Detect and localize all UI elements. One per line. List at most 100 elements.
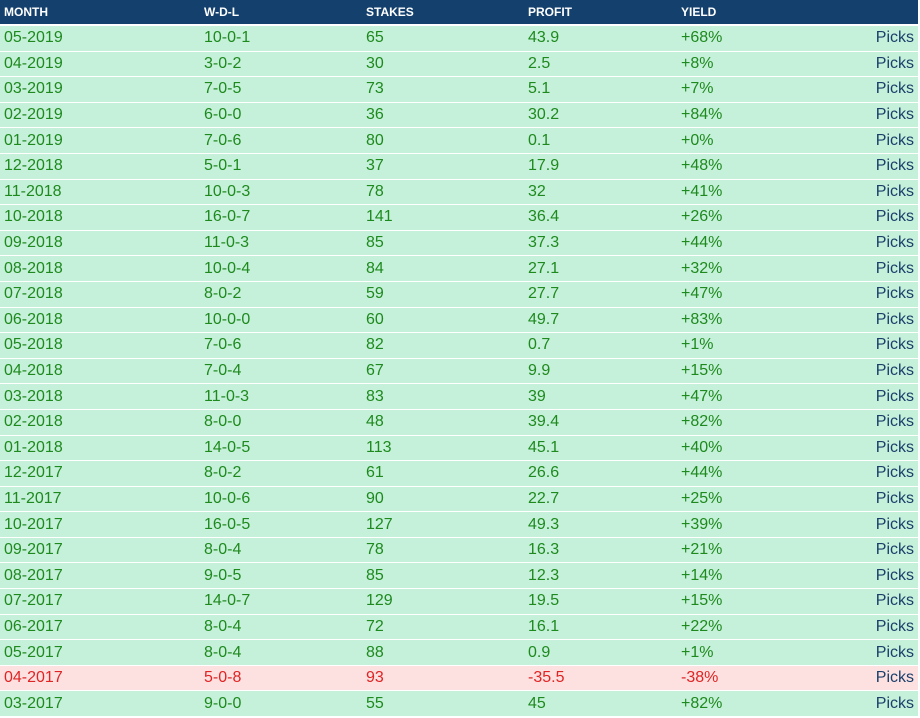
cell-wdl: 7-0-5 (200, 77, 362, 103)
cell-yield: +1% (677, 640, 830, 666)
cell-stakes: 36 (362, 102, 524, 129)
picks-link[interactable]: Picks (830, 333, 918, 359)
picks-link[interactable]: Picks (830, 307, 918, 334)
cell-stakes: 113 (362, 435, 524, 462)
cell-yield: +39% (677, 512, 830, 538)
cell-wdl: 7-0-6 (200, 333, 362, 359)
cell-yield: +68% (677, 26, 830, 52)
cell-month: 07-2018 (0, 281, 200, 308)
picks-link[interactable]: Picks (830, 77, 918, 103)
table-row: 03-2018 11-0-3 83 39 +47% Picks (0, 384, 918, 410)
picks-link[interactable]: Picks (830, 358, 918, 385)
cell-wdl: 8-0-2 (200, 461, 362, 487)
cell-wdl: 11-0-3 (200, 384, 362, 410)
table-row: 05-2017 8-0-4 88 0.9 +1% Picks (0, 640, 918, 666)
picks-link[interactable]: Picks (830, 281, 918, 308)
cell-month: 02-2018 (0, 409, 200, 436)
cell-profit: 12.3 (524, 563, 677, 590)
table-row: 11-2018 10-0-3 78 32 +41% Picks (0, 179, 918, 206)
table-row: 12-2018 5-0-1 37 17.9 +48% Picks (0, 153, 918, 180)
cell-wdl: 7-0-6 (200, 128, 362, 154)
picks-link[interactable]: Picks (830, 384, 918, 410)
cell-yield: +82% (677, 409, 830, 436)
table-row: 03-2019 7-0-5 73 5.1 +7% Picks (0, 77, 918, 103)
picks-link[interactable]: Picks (830, 614, 918, 641)
picks-link[interactable]: Picks (830, 153, 918, 180)
cell-yield: +22% (677, 614, 830, 641)
picks-link[interactable]: Picks (830, 563, 918, 590)
cell-month: 06-2017 (0, 614, 200, 641)
cell-stakes: 65 (362, 26, 524, 52)
cell-yield: +40% (677, 435, 830, 462)
picks-link[interactable]: Picks (830, 179, 918, 206)
picks-link[interactable]: Picks (830, 512, 918, 538)
cell-profit: 0.7 (524, 333, 677, 359)
cell-month: 09-2018 (0, 230, 200, 257)
cell-stakes: 72 (362, 614, 524, 641)
cell-stakes: 84 (362, 256, 524, 282)
table-row: 04-2018 7-0-4 67 9.9 +15% Picks (0, 358, 918, 385)
picks-link[interactable]: Picks (830, 691, 918, 718)
cell-month: 03-2017 (0, 691, 200, 718)
column-header-month: MONTH (0, 0, 200, 26)
cell-profit: 39 (524, 384, 677, 410)
cell-month: 09-2017 (0, 537, 200, 564)
cell-stakes: 141 (362, 205, 524, 231)
table-row: 01-2018 14-0-5 113 45.1 +40% Picks (0, 435, 918, 462)
table-row: 06-2018 10-0-0 60 49.7 +83% Picks (0, 307, 918, 334)
picks-link[interactable]: Picks (830, 486, 918, 513)
cell-wdl: 16-0-5 (200, 512, 362, 538)
picks-link[interactable]: Picks (830, 51, 918, 78)
picks-link[interactable]: Picks (830, 128, 918, 154)
cell-profit: 26.6 (524, 461, 677, 487)
table-row: 04-2019 3-0-2 30 2.5 +8% Picks (0, 51, 918, 78)
cell-stakes: 37 (362, 153, 524, 180)
table-row: 06-2017 8-0-4 72 16.1 +22% Picks (0, 614, 918, 641)
picks-link[interactable]: Picks (830, 205, 918, 231)
cell-stakes: 55 (362, 691, 524, 718)
cell-yield: +47% (677, 281, 830, 308)
cell-wdl: 3-0-2 (200, 51, 362, 78)
table-row: 02-2019 6-0-0 36 30.2 +84% Picks (0, 102, 918, 129)
table-row: 12-2017 8-0-2 61 26.6 +44% Picks (0, 461, 918, 487)
cell-profit: 0.9 (524, 640, 677, 666)
table-row: 08-2018 10-0-4 84 27.1 +32% Picks (0, 256, 918, 282)
cell-yield: +14% (677, 563, 830, 590)
picks-link[interactable]: Picks (830, 102, 918, 129)
cell-wdl: 6-0-0 (200, 102, 362, 129)
cell-profit: 36.4 (524, 205, 677, 231)
cell-wdl: 16-0-7 (200, 205, 362, 231)
table-row: 02-2018 8-0-0 48 39.4 +82% Picks (0, 409, 918, 436)
picks-link[interactable]: Picks (830, 435, 918, 462)
picks-link[interactable]: Picks (830, 409, 918, 436)
picks-link[interactable]: Picks (830, 640, 918, 666)
table-row: 03-2017 9-0-0 55 45 +82% Picks (0, 691, 918, 718)
picks-link[interactable]: Picks (830, 461, 918, 487)
picks-link[interactable]: Picks (830, 230, 918, 257)
cell-yield: +8% (677, 51, 830, 78)
table-row: 09-2017 8-0-4 78 16.3 +21% Picks (0, 537, 918, 564)
cell-month: 12-2018 (0, 153, 200, 180)
cell-yield: +15% (677, 589, 830, 615)
cell-month: 04-2018 (0, 358, 200, 385)
picks-link[interactable]: Picks (830, 256, 918, 282)
cell-stakes: 82 (362, 333, 524, 359)
cell-yield: +84% (677, 102, 830, 129)
cell-month: 08-2017 (0, 563, 200, 590)
cell-profit: 45.1 (524, 435, 677, 462)
table-row: 05-2019 10-0-1 65 43.9 +68% Picks (0, 26, 918, 52)
table-row: 08-2017 9-0-5 85 12.3 +14% Picks (0, 563, 918, 590)
cell-profit: 5.1 (524, 77, 677, 103)
cell-wdl: 10-0-4 (200, 256, 362, 282)
picks-link[interactable]: Picks (830, 589, 918, 615)
cell-month: 11-2018 (0, 179, 200, 206)
cell-month: 07-2017 (0, 589, 200, 615)
cell-profit: 30.2 (524, 102, 677, 129)
table-header: MONTH W-D-L STAKES PROFIT YIELD (0, 0, 918, 26)
picks-link[interactable]: Picks (830, 537, 918, 564)
picks-link[interactable]: Picks (830, 665, 918, 692)
picks-link[interactable]: Picks (830, 26, 918, 52)
cell-month: 06-2018 (0, 307, 200, 334)
cell-month: 02-2019 (0, 102, 200, 129)
